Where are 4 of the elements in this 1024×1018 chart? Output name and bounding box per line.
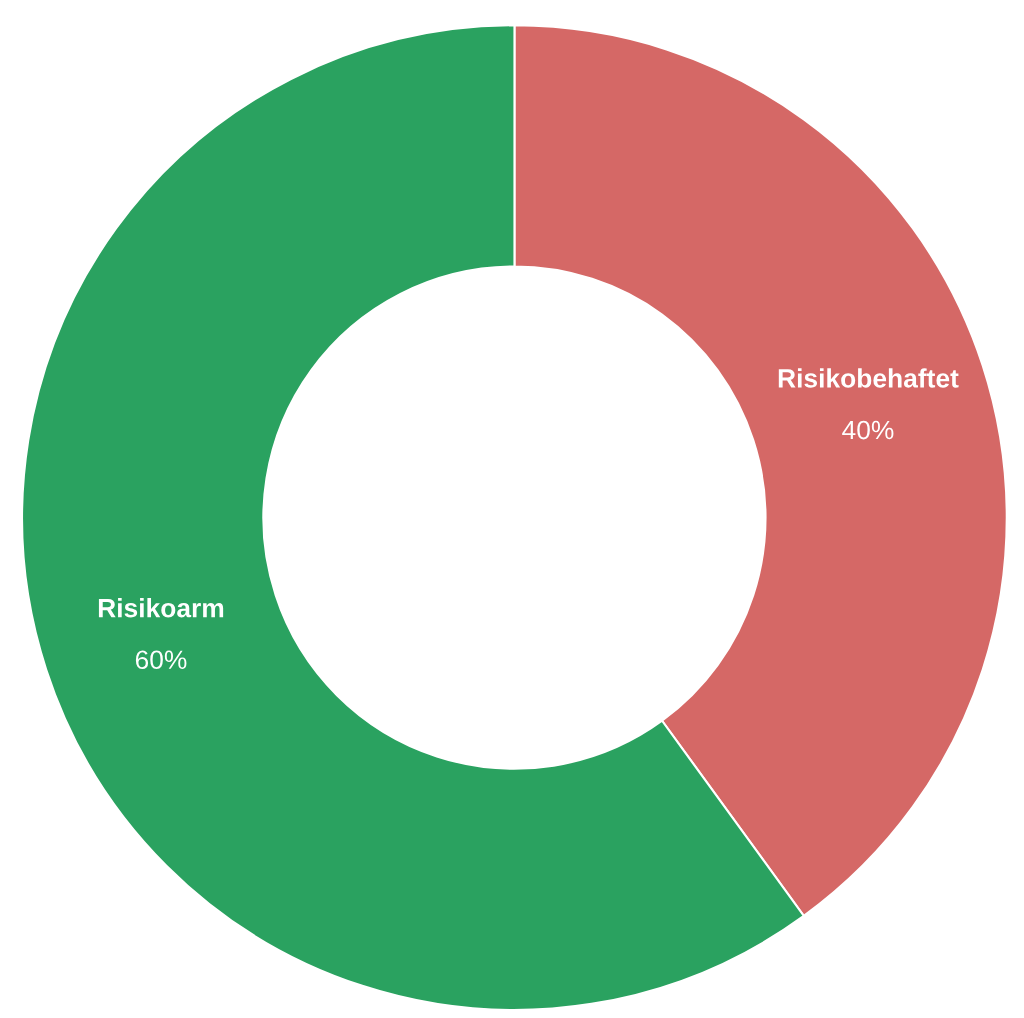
data-label: 40% [842,420,894,440]
slice-label: Risikoarm [98,598,224,618]
data-label: 60% [135,650,187,670]
slice-label: Risikobehaftet [778,368,959,388]
